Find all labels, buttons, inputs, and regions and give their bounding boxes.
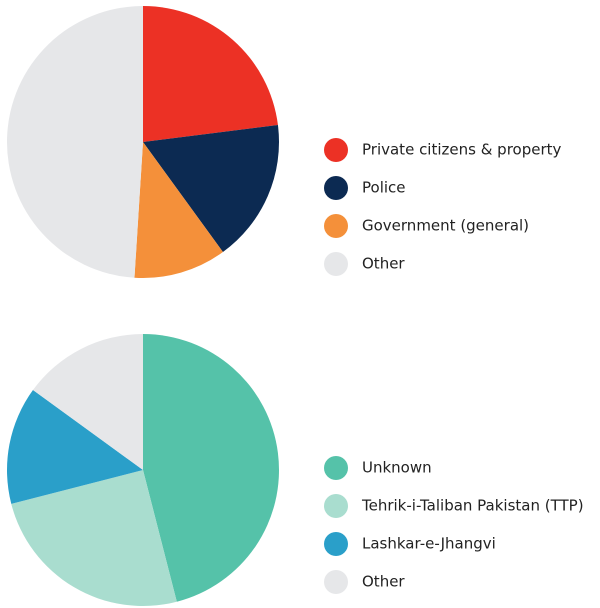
pie-slice (11, 470, 177, 606)
legend-swatch (324, 138, 348, 162)
pie-slice (32, 334, 143, 470)
pie-slice (143, 6, 278, 142)
pie-slice (134, 142, 223, 278)
pie-slice (7, 6, 143, 278)
pie-slice (143, 334, 280, 602)
legend-label: Private citizens & property (362, 141, 562, 159)
legend-label: Government (general) (362, 217, 529, 235)
legend-swatch (324, 176, 348, 200)
pie-slice (7, 390, 144, 504)
legend-label: Lashkar-e-Jhangvi (362, 535, 496, 553)
legend-swatch (324, 494, 348, 518)
legend-label: Unknown (362, 459, 432, 477)
legend-label: Tehrik-i-Taliban Pakistan (TTP) (361, 497, 584, 515)
legend-label: Other (362, 255, 405, 273)
legend-swatch (324, 214, 348, 238)
legend-swatch (324, 456, 348, 480)
pie-slice (143, 124, 279, 253)
legend-label: Other (362, 573, 405, 591)
legend-swatch (324, 252, 348, 276)
legend-swatch (324, 570, 348, 594)
legend-label: Police (362, 179, 406, 197)
legend-swatch (324, 532, 348, 556)
